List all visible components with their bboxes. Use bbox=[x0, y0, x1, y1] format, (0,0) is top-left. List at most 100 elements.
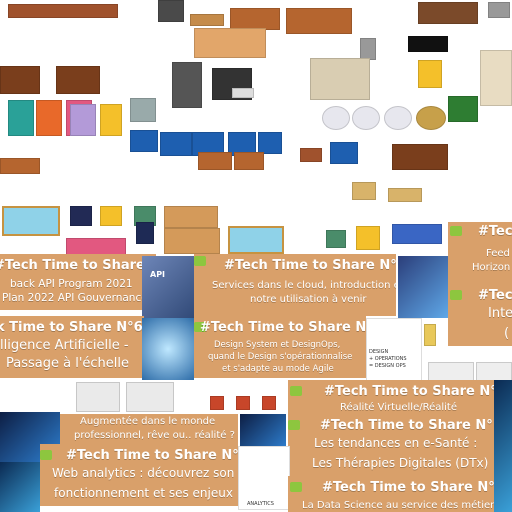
long-table-sprite bbox=[194, 28, 266, 58]
wood-table-sprite bbox=[286, 8, 352, 34]
cloud-illustration bbox=[398, 256, 448, 318]
banner-title: #Tech Time to Share N°16 bbox=[322, 480, 494, 495]
whiteboard-sprite bbox=[126, 382, 174, 412]
framed-painting-sprite bbox=[2, 206, 60, 236]
banner-tech-time-partial: #Tec Inte ( bbox=[448, 284, 512, 346]
banner-tech-time-14: #Tech Time to Share N°14 Web analytics :… bbox=[40, 444, 238, 506]
wood-desk-sprite bbox=[418, 2, 478, 24]
framed-painting-sprite bbox=[352, 182, 376, 200]
brand-logo-icon bbox=[194, 256, 206, 266]
champagne-bottle-sprite bbox=[424, 324, 436, 346]
banner-tech-time-12: #Tech Time to Share N°12 Design System e… bbox=[194, 316, 366, 378]
banner-subtitle: Feed bbox=[486, 248, 510, 259]
teal-chair-sprite bbox=[8, 100, 34, 136]
framed-painting-sprite bbox=[392, 224, 442, 244]
banner-subtitle: ( bbox=[504, 326, 510, 341]
tech-illustration bbox=[494, 380, 512, 512]
banner-title: #Tech Time to Share N°12 bbox=[200, 320, 366, 335]
chair-sprite bbox=[236, 396, 250, 410]
banner-subtitle: fonctionnement et ses enjeux bbox=[54, 486, 233, 500]
framed-painting-sprite bbox=[136, 222, 154, 244]
banner-tech-time-6-3: k Time to Share N°6.3 lligence Artificie… bbox=[0, 316, 144, 378]
stand-sprite bbox=[392, 144, 448, 170]
design-ops-label: DESIGN + OPERATIONS = DESIGN OPS bbox=[369, 349, 407, 369]
red-bench-sprite bbox=[0, 158, 40, 174]
whiteboard-sprite bbox=[476, 362, 512, 382]
brand-logo-icon bbox=[450, 226, 462, 236]
banner-title: k Time to Share N°6.3 bbox=[0, 320, 144, 335]
banner-subtitle: et s'adapte au mode Agile bbox=[222, 364, 334, 374]
framed-painting-sprite bbox=[70, 206, 92, 226]
api-illustration: API bbox=[142, 256, 194, 318]
pencil-tray-sprite bbox=[190, 14, 224, 26]
banner-title: #Tech Time to Share N°17.1 bbox=[320, 418, 494, 433]
yellow-lamp-sprite bbox=[418, 60, 442, 88]
desk-sprite bbox=[234, 152, 264, 170]
banner-title: #Tech Time to Share N°14 bbox=[66, 448, 238, 463]
world-map-sprite bbox=[164, 206, 218, 228]
black-hat-sprite bbox=[408, 36, 448, 52]
banner-subtitle: Services dans le cloud, introduction et bbox=[212, 280, 396, 291]
plant-sprite bbox=[448, 96, 478, 122]
framed-painting-sprite bbox=[326, 230, 346, 248]
banner-subtitle: Plan 2022 API Gouvernance bbox=[2, 292, 148, 304]
dog-sprite bbox=[232, 88, 254, 98]
brand-logo-icon bbox=[290, 482, 302, 492]
monitor-sprite bbox=[258, 132, 282, 154]
banner-title: #Tech Time to Share N°11 bbox=[224, 258, 396, 273]
design-ops-illustration: DESIGN + OPERATIONS = DESIGN OPS bbox=[366, 318, 422, 382]
whiteboard-sprite bbox=[428, 362, 474, 382]
brand-logo-icon bbox=[450, 290, 462, 300]
banner-tech-time-10: #Tech Time to Share N°10 back API Progra… bbox=[0, 254, 156, 310]
framed-painting-sprite bbox=[356, 226, 380, 250]
shelf-sprite bbox=[56, 66, 100, 94]
banner-title: #Tec bbox=[478, 288, 512, 303]
desk-lamp-sprite bbox=[130, 98, 156, 122]
banner-tech-time-13: #Tech Time to Share N°13 Réalité Virtuel… bbox=[288, 380, 494, 414]
couch-sprite bbox=[310, 58, 370, 100]
api-label: API bbox=[150, 270, 166, 279]
banner-tech-time-partial: #Tech Feed Horizon bbox=[448, 222, 512, 284]
banner-subtitle: Réalité Virtuelle/Réalité bbox=[340, 402, 457, 413]
bed-sprite bbox=[480, 50, 512, 106]
yellow-chair-sprite bbox=[100, 104, 122, 136]
bookcase-sprite bbox=[172, 62, 202, 108]
chair-sprite bbox=[360, 38, 376, 60]
banner-subtitle: Web analytics : découvrez son bbox=[52, 466, 235, 480]
sprite-atlas bbox=[0, 0, 512, 260]
white-plate-sprite bbox=[352, 106, 380, 130]
banner-subtitle: Horizon bbox=[472, 262, 511, 273]
printer-sprite bbox=[330, 142, 358, 164]
gold-plate-sprite bbox=[416, 106, 446, 130]
banner-subtitle: La Data Science au service des métiers bbox=[302, 500, 494, 511]
monitor-sprite bbox=[160, 132, 192, 156]
banner-subtitle: Augmentée dans le monde bbox=[80, 416, 216, 427]
banner-tech-time-17-1: #Tech Time to Share N°17.1 Les tendances… bbox=[288, 414, 494, 476]
banner-title: #Tech Time to Share N°13 bbox=[324, 384, 494, 399]
white-plate-sprite bbox=[322, 106, 350, 130]
banner-subtitle: lligence Artificielle - bbox=[0, 338, 129, 353]
world-map-sprite bbox=[164, 228, 220, 254]
chair-sprite bbox=[262, 396, 276, 410]
banner-subtitle: Les Thérapies Digitales (DTx) bbox=[312, 456, 489, 470]
crates-sprite bbox=[488, 2, 510, 18]
shelf-sprite bbox=[158, 0, 184, 22]
banner-subtitle: Inte bbox=[488, 306, 512, 321]
tech-illustration bbox=[0, 462, 40, 512]
banner-subtitle: Passage à l'échelle bbox=[6, 356, 130, 371]
analytics-illustration: ANALYTICS bbox=[238, 446, 290, 510]
banner-subtitle: back API Program 2021 bbox=[10, 278, 133, 290]
purple-chair-sprite bbox=[70, 104, 96, 136]
banner-title: #Tech bbox=[478, 224, 512, 239]
vr-illustration bbox=[240, 414, 286, 450]
framed-painting-sprite bbox=[228, 226, 284, 254]
chair-sprite bbox=[210, 396, 224, 410]
banner-augmented-reality: Augmentée dans le monde professionnel, r… bbox=[60, 414, 238, 448]
whiteboard-sprite bbox=[76, 382, 120, 412]
banner-tech-time-11: #Tech Time to Share N°11 Services dans l… bbox=[194, 254, 396, 316]
brand-logo-icon bbox=[40, 450, 52, 460]
banner-subtitle: notre utilisation à venir bbox=[250, 294, 367, 305]
white-plate-sprite bbox=[384, 106, 412, 130]
box-sprite bbox=[300, 148, 322, 162]
brand-logo-icon bbox=[290, 386, 302, 396]
